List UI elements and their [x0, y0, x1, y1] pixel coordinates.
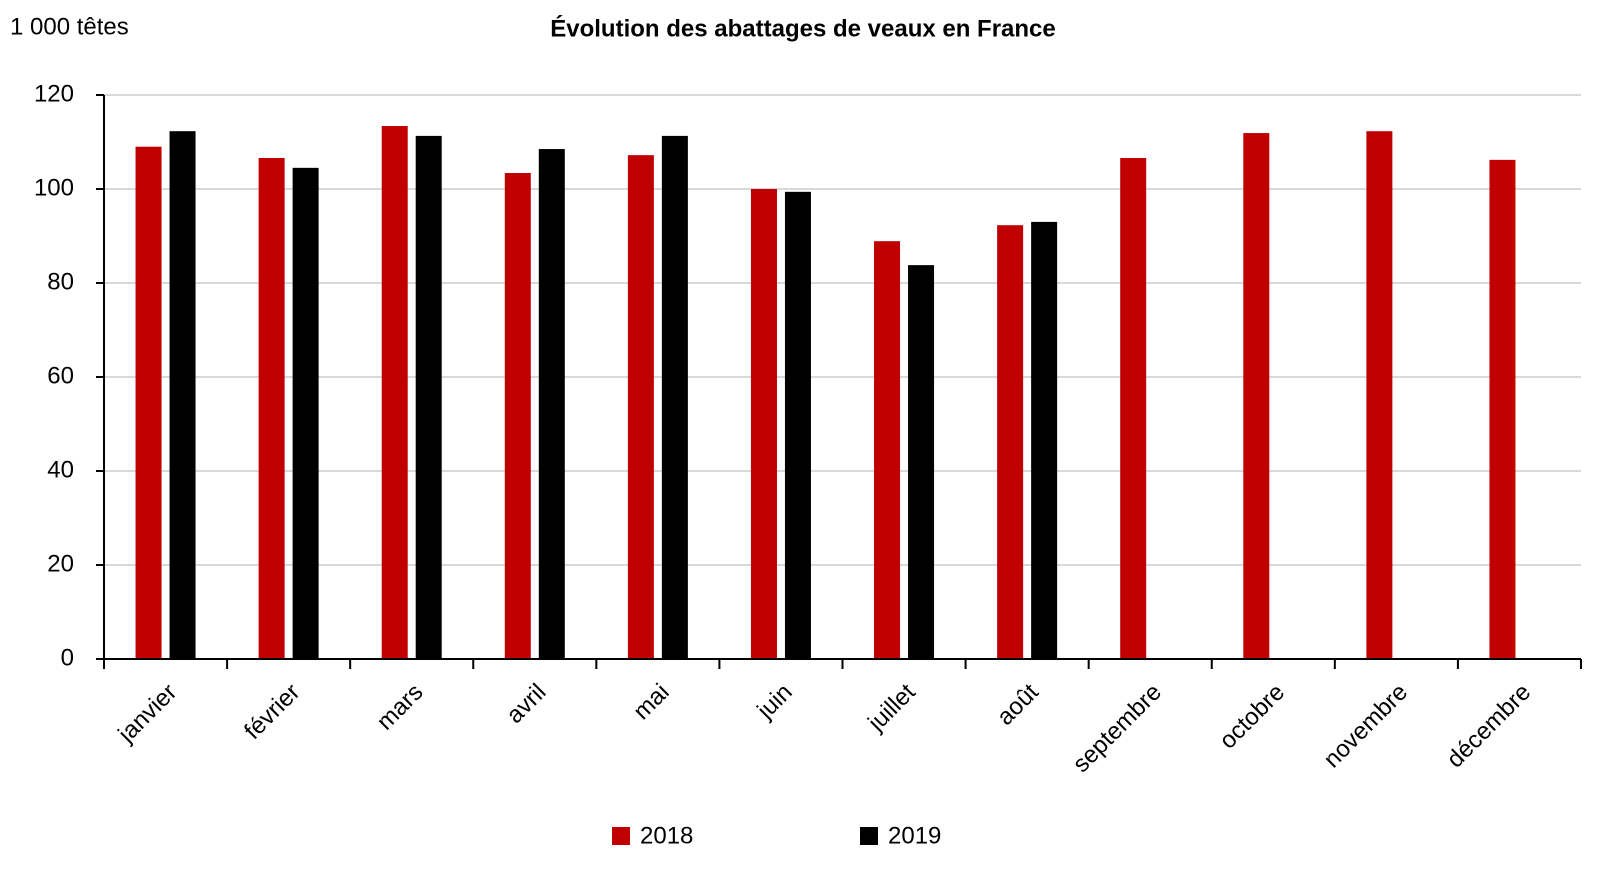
- bar: [908, 265, 935, 659]
- x-tick-label: décembre: [1442, 679, 1537, 774]
- legend-label: 2018: [640, 822, 693, 849]
- bar: [1031, 221, 1058, 659]
- bar: [997, 225, 1024, 659]
- x-tick-label: juillet: [862, 678, 921, 737]
- y-tick-label: 100: [34, 174, 74, 201]
- bar: [1120, 157, 1147, 660]
- bar: [784, 191, 811, 659]
- bar: [538, 149, 565, 660]
- y-tick-label: 40: [47, 456, 74, 483]
- y-tick-label: 120: [34, 80, 74, 107]
- x-tick-label: juin: [751, 679, 797, 725]
- y-tick-label: 0: [61, 644, 74, 671]
- bar: [169, 131, 196, 659]
- bar: [874, 241, 901, 660]
- y-tick-label: 80: [47, 268, 74, 295]
- y-axis-unit: 1 000 têtes: [10, 13, 129, 40]
- chart-title: Évolution des abattages de veaux en Fran…: [550, 14, 1056, 42]
- x-tick-label: octobre: [1214, 679, 1290, 755]
- bar: [504, 173, 531, 659]
- bar: [750, 189, 777, 659]
- bar: [1366, 131, 1393, 659]
- legend-swatch: [860, 827, 878, 845]
- bar: [292, 167, 319, 659]
- x-tick-label: août: [992, 678, 1044, 730]
- bar: [627, 155, 654, 659]
- bar: [415, 135, 442, 659]
- x-tick-label: septembre: [1068, 679, 1167, 778]
- bar: [1243, 133, 1270, 659]
- y-tick-label: 20: [47, 550, 74, 577]
- bar: [258, 157, 285, 660]
- x-tick-label: mai: [628, 679, 674, 725]
- x-tick-label: mars: [372, 679, 429, 736]
- bar: [135, 146, 162, 659]
- bar: [381, 126, 408, 659]
- legend-swatch: [612, 827, 630, 845]
- x-tick-label: novembre: [1319, 679, 1414, 774]
- y-tick-label: 60: [47, 362, 74, 389]
- bar: [1489, 159, 1516, 660]
- x-tick-label: février: [239, 679, 305, 745]
- bar: [661, 135, 688, 659]
- legend-label: 2019: [888, 822, 941, 849]
- x-tick-label: avril: [501, 679, 551, 729]
- x-tick-label: janvier: [112, 679, 182, 749]
